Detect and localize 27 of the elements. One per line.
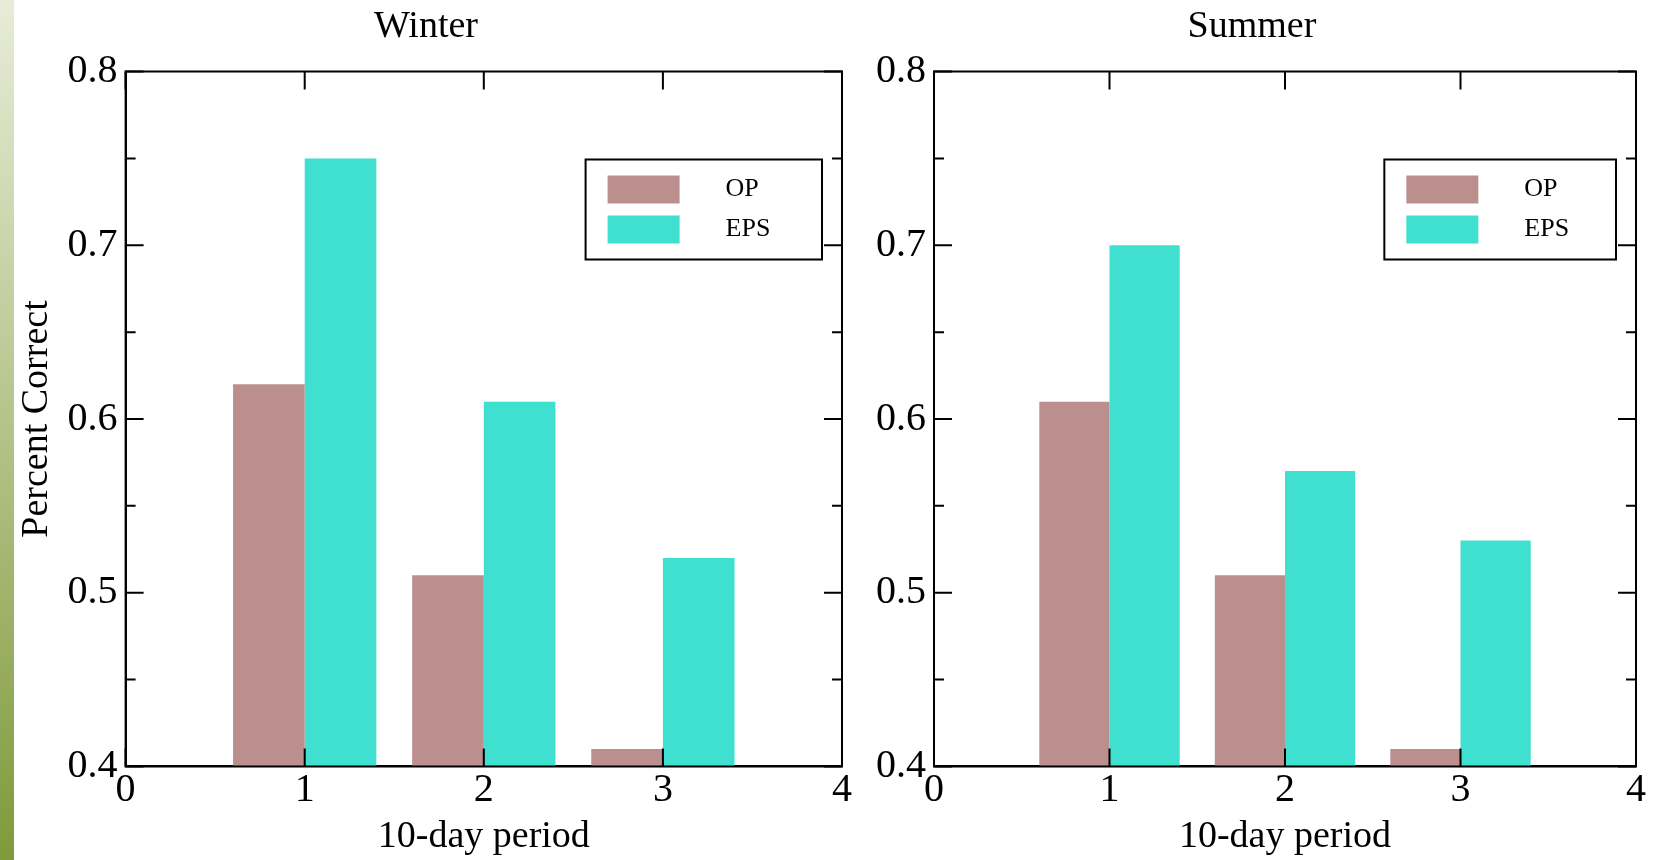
- x-tick-label: 1: [294, 764, 315, 810]
- x-tick-label: 3: [1450, 764, 1471, 810]
- x-tick-label: 2: [473, 764, 494, 810]
- x-tick-label: 2: [1275, 764, 1295, 810]
- x-axis-title: 10-day period: [1178, 813, 1392, 856]
- legend-label: OP: [1524, 173, 1558, 203]
- y-tick-label: 0.6: [67, 393, 118, 439]
- legend-label: EPS: [1524, 213, 1570, 243]
- y-tick-label: 0.5: [67, 567, 118, 613]
- y-tick-label: 0.8: [876, 46, 926, 92]
- y-tick-label: 0.4: [876, 740, 926, 786]
- legend-label: OP: [725, 173, 759, 203]
- chart-title: Summer: [1187, 2, 1317, 45]
- y-tick-label: 0.7: [876, 219, 926, 265]
- chart-title: Winter: [374, 2, 479, 45]
- legend-label: EPS: [725, 213, 771, 243]
- y-tick-label: 0.7: [67, 219, 118, 265]
- y-tick-label: 0.6: [876, 393, 926, 439]
- y-tick-label: 0.8: [67, 46, 118, 92]
- x-axis-title: 10-day period: [377, 813, 590, 856]
- x-tick-label: 4: [832, 764, 852, 810]
- x-tick-label: 4: [1626, 764, 1646, 810]
- y-axis-title: Percent Correct: [12, 299, 55, 538]
- x-tick-label: 3: [652, 764, 673, 810]
- y-tick-label: 0.5: [876, 567, 926, 613]
- x-tick-label: 1: [1099, 764, 1120, 810]
- y-tick-label: 0.4: [67, 740, 118, 786]
